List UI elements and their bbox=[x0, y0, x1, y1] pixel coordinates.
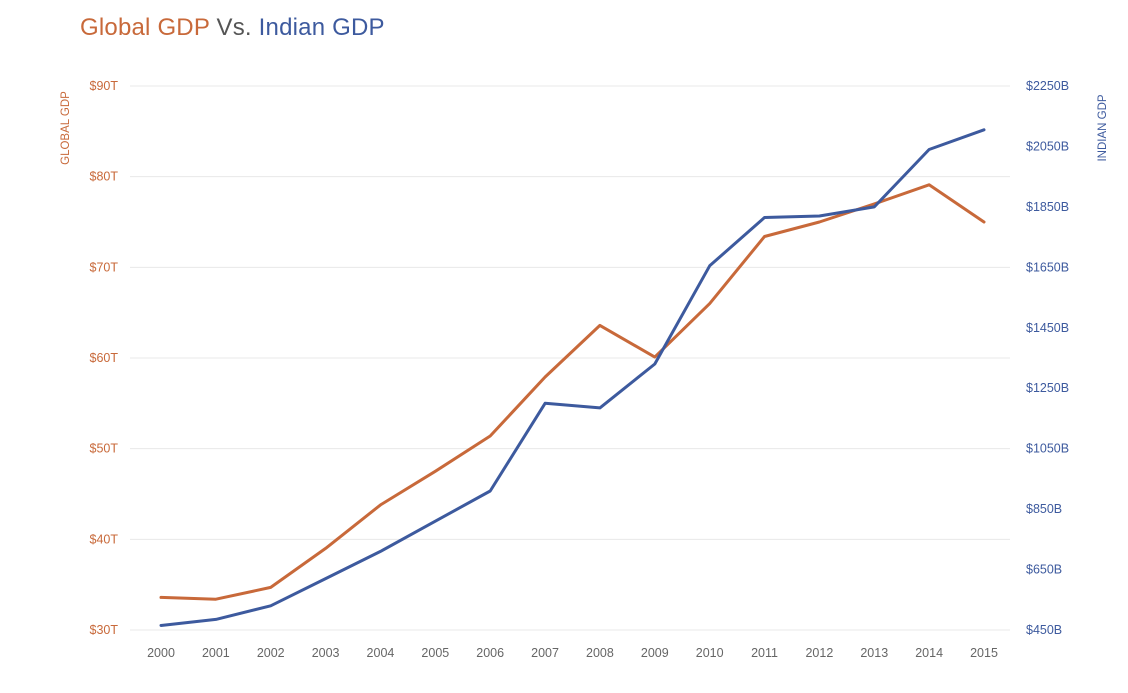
right-tick-label: $450B bbox=[1026, 623, 1062, 637]
left-axis-ticks: $30T $40T $50T $60T $70T $80T $90T bbox=[90, 79, 119, 637]
right-tick-label: $650B bbox=[1026, 563, 1062, 577]
x-tick-label: 2015 bbox=[970, 646, 998, 660]
left-tick-label: $30T bbox=[90, 623, 119, 637]
left-tick-label: $80T bbox=[90, 170, 119, 184]
left-tick-label: $50T bbox=[90, 442, 119, 456]
right-tick-label: $1450B bbox=[1026, 321, 1069, 335]
title-vs: Vs. bbox=[216, 14, 252, 41]
x-tick-label: 2000 bbox=[147, 646, 175, 660]
series-lines bbox=[159, 128, 986, 627]
right-tick-label: $1250B bbox=[1026, 381, 1069, 395]
x-axis-ticks: 2000 2001 2002 2003 2004 2005 2006 2007 2008 2009… bbox=[147, 646, 998, 660]
x-tick-label: 2008 bbox=[586, 646, 614, 660]
x-tick-label: 2014 bbox=[915, 646, 943, 660]
right-tick-label: $2050B bbox=[1026, 139, 1069, 153]
x-tick-label: 2011 bbox=[751, 646, 778, 660]
right-tick-label: $1850B bbox=[1026, 200, 1069, 214]
x-tick-label: 2004 bbox=[367, 646, 395, 660]
x-tick-label: 2012 bbox=[805, 646, 833, 660]
x-tick-label: 2003 bbox=[312, 646, 340, 660]
right-axis-ticks: $450B $650B $850B $1050B $1250B $1450B $1650B $… bbox=[1026, 79, 1069, 637]
right-axis-title: INDIAN GDP bbox=[1097, 94, 1109, 161]
x-tick-label: 2009 bbox=[641, 646, 669, 660]
left-axis-title: GLOBAL GDP bbox=[60, 91, 72, 165]
indian-gdp-line bbox=[159, 128, 986, 627]
chart-title: Global GDP Vs. Indian GDP bbox=[80, 14, 385, 42]
x-tick-label: 2001 bbox=[202, 646, 230, 660]
x-tick-label: 2006 bbox=[476, 646, 504, 660]
right-tick-label: $1650B bbox=[1026, 260, 1069, 274]
right-tick-label: $1050B bbox=[1026, 442, 1069, 456]
left-tick-label: $90T bbox=[90, 79, 119, 93]
x-tick-label: 2010 bbox=[696, 646, 724, 660]
x-tick-label: 2002 bbox=[257, 646, 285, 660]
x-tick-label: 2007 bbox=[531, 646, 559, 660]
right-tick-label: $850B bbox=[1026, 502, 1062, 516]
title-global-gdp: Global GDP bbox=[80, 14, 210, 41]
left-tick-label: $60T bbox=[90, 351, 119, 365]
global-gdp-line bbox=[159, 183, 986, 601]
x-tick-label: 2005 bbox=[421, 646, 449, 660]
title-indian-gdp: Indian GDP bbox=[258, 14, 385, 41]
left-tick-label: $70T bbox=[90, 260, 119, 274]
gridlines bbox=[130, 85, 1010, 631]
right-tick-label: $2250B bbox=[1026, 79, 1069, 93]
x-tick-label: 2013 bbox=[860, 646, 888, 660]
left-tick-label: $40T bbox=[90, 532, 119, 546]
